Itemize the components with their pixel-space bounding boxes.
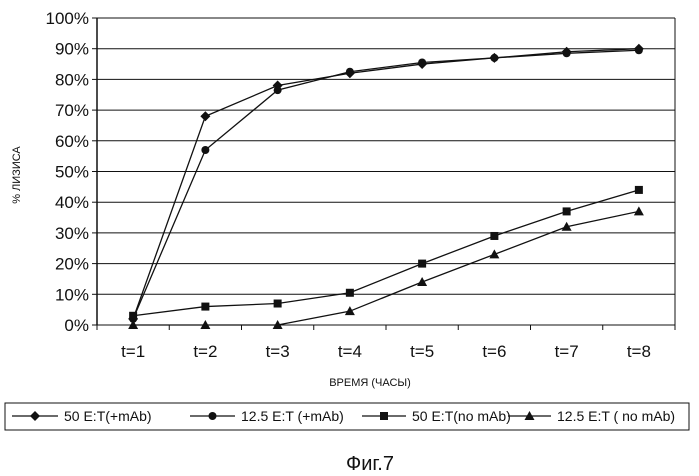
data-point xyxy=(200,111,210,121)
y-tick-labels: 0% 10% 20% 30% 40% 50% 60% 70% 80% 90% 100% xyxy=(46,9,89,335)
y-tick-label: 10% xyxy=(55,285,89,304)
legend-marker xyxy=(380,412,388,420)
series-2 xyxy=(129,46,643,323)
data-point xyxy=(417,277,427,286)
y-tick-label: 70% xyxy=(55,101,89,120)
legend-label: 12.5 E:T ( no mAb) xyxy=(557,408,675,424)
y-tick-label: 40% xyxy=(55,193,89,212)
data-point xyxy=(129,312,137,320)
legend-entry: 12.5 E:T (+mAb) xyxy=(190,408,344,424)
legend-marker xyxy=(30,411,40,421)
data-point xyxy=(274,300,282,308)
data-point xyxy=(635,46,643,54)
y-tick-label: 60% xyxy=(55,132,89,151)
data-point xyxy=(346,68,354,76)
legend-entry: 50 E:T(no mAb) xyxy=(362,408,511,424)
legend-label: 50 E:T(no mAb) xyxy=(412,408,511,424)
legend: 50 E:T(+mAb) 12.5 E:T (+mAb) 50 E:T(no mAb… xyxy=(5,403,689,430)
data-point xyxy=(489,249,499,258)
data-point xyxy=(201,146,209,154)
x-tick-label: t=7 xyxy=(555,342,579,361)
series-1 xyxy=(128,44,644,324)
series-group xyxy=(128,44,644,329)
data-point xyxy=(201,303,209,311)
series-3 xyxy=(129,186,643,320)
x-axis-title: ВРЕМЯ (ЧАСЫ) xyxy=(329,377,411,389)
data-point xyxy=(418,59,426,67)
y-tick-label: 80% xyxy=(55,70,89,89)
y-tick-label: 0% xyxy=(64,316,89,335)
x-tick-labels: t=1 t=2 t=3 t=4 t=5 t=6 t=7 t=8 xyxy=(121,342,651,361)
legend-entry: 50 E:T(+mAb) xyxy=(12,408,152,424)
data-point xyxy=(634,206,644,215)
data-point xyxy=(274,86,282,94)
data-point xyxy=(563,49,571,57)
legend-label: 50 E:T(+mAb) xyxy=(64,408,152,424)
x-tick-label: t=5 xyxy=(410,342,434,361)
x-tick-label: t=4 xyxy=(338,342,362,361)
figure-caption: Фиг.7 xyxy=(346,453,394,475)
legend-marker xyxy=(209,412,217,420)
y-axis-title: % ЛИЗИСА xyxy=(11,146,23,204)
data-point xyxy=(563,207,571,215)
data-point xyxy=(635,186,643,194)
y-tick-label: 30% xyxy=(55,224,89,243)
y-tick-label: 20% xyxy=(55,255,89,274)
x-tick-label: t=6 xyxy=(482,342,506,361)
x-tick-label: t=8 xyxy=(627,342,651,361)
x-tick-label: t=2 xyxy=(193,342,217,361)
data-point xyxy=(346,289,354,297)
x-tick-label: t=1 xyxy=(121,342,145,361)
y-tick-label: 90% xyxy=(55,40,89,59)
legend-entry: 12.5 E:T ( no mAb) xyxy=(508,408,675,424)
legend-label: 12.5 E:T (+mAb) xyxy=(241,408,344,424)
series-4 xyxy=(128,206,644,329)
data-point xyxy=(418,260,426,268)
y-tick-label: 100% xyxy=(46,9,89,28)
data-point xyxy=(345,306,355,315)
data-point xyxy=(490,54,498,62)
grid-lines xyxy=(92,18,675,330)
x-tick-label: t=3 xyxy=(266,342,290,361)
y-tick-label: 50% xyxy=(55,163,89,182)
data-point xyxy=(490,232,498,240)
